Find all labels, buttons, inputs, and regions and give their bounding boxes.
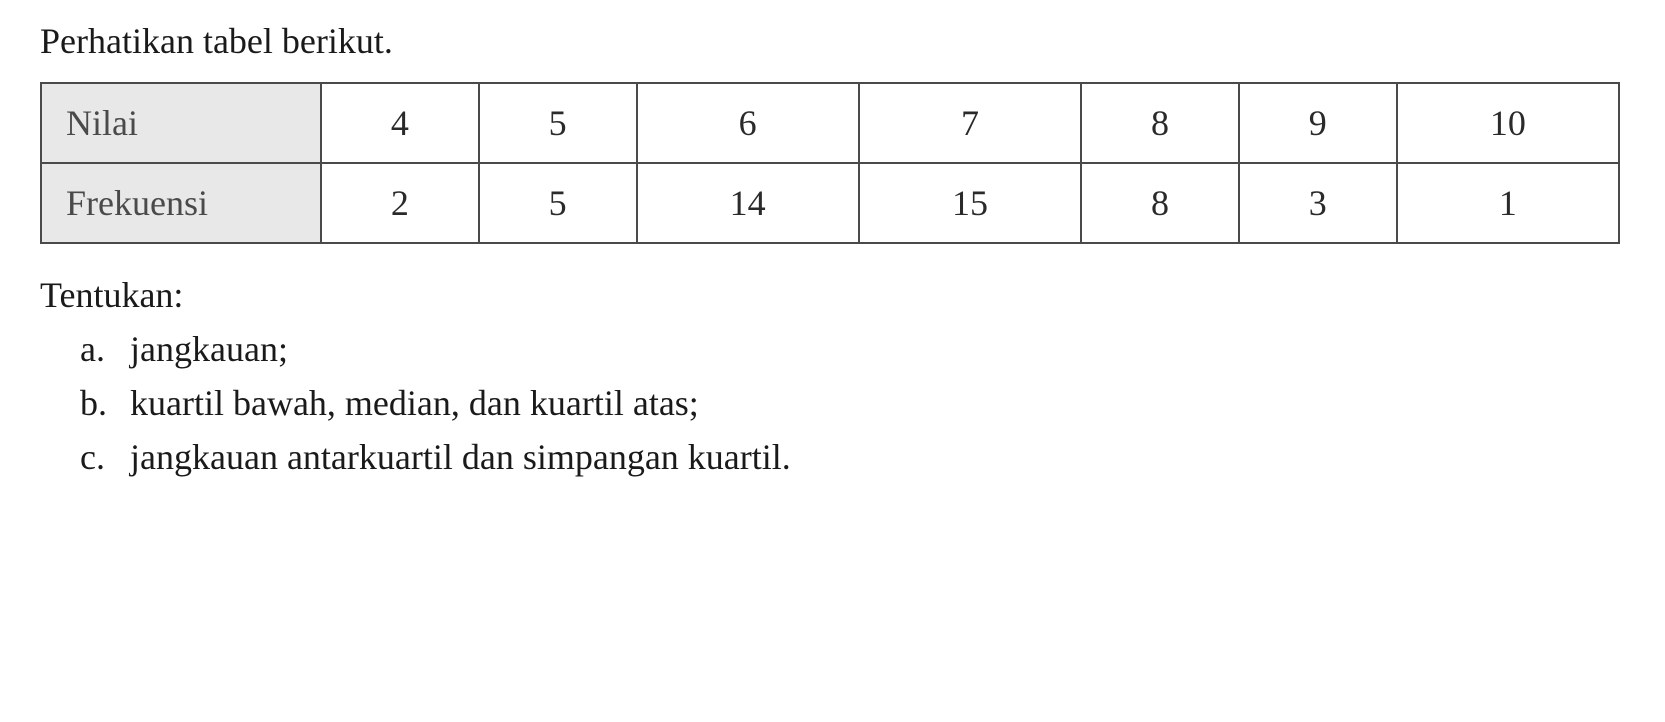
row-header-nilai: Nilai [41,83,321,163]
question-text-c: jangkauan antarkuartil dan simpangan kua… [130,436,1625,478]
table-cell: 4 [321,83,479,163]
table-cell: 1 [1397,163,1619,243]
table-cell: 14 [637,163,859,243]
question-label-a: a. [80,328,130,370]
table-cell: 7 [859,83,1081,163]
table-row: Frekuensi 2 5 14 15 8 3 1 [41,163,1619,243]
frequency-table: Nilai 4 5 6 7 8 9 10 Frekuensi 2 5 14 15… [40,82,1620,244]
question-label-b: b. [80,382,130,424]
table-cell: 15 [859,163,1081,243]
list-item: c. jangkauan antarkuartil dan simpangan … [80,436,1625,478]
question-text-a: jangkauan; [130,328,1625,370]
table-cell: 8 [1081,83,1239,163]
intro-text: Perhatikan tabel berikut. [40,20,1625,62]
table-row: Nilai 4 5 6 7 8 9 10 [41,83,1619,163]
question-list: a. jangkauan; b. kuartil bawah, median, … [40,328,1625,478]
table-cell: 6 [637,83,859,163]
table-cell: 3 [1239,163,1397,243]
table-cell: 9 [1239,83,1397,163]
row-header-frekuensi: Frekuensi [41,163,321,243]
table-cell: 5 [479,83,637,163]
list-item: a. jangkauan; [80,328,1625,370]
question-text-b: kuartil bawah, median, dan kuartil atas; [130,382,1625,424]
table-cell: 5 [479,163,637,243]
list-item: b. kuartil bawah, median, dan kuartil at… [80,382,1625,424]
table-cell: 10 [1397,83,1619,163]
table-cell: 2 [321,163,479,243]
table-cell: 8 [1081,163,1239,243]
table-body: Nilai 4 5 6 7 8 9 10 Frekuensi 2 5 14 15… [41,83,1619,243]
tentukan-label: Tentukan: [40,274,1625,316]
question-label-c: c. [80,436,130,478]
